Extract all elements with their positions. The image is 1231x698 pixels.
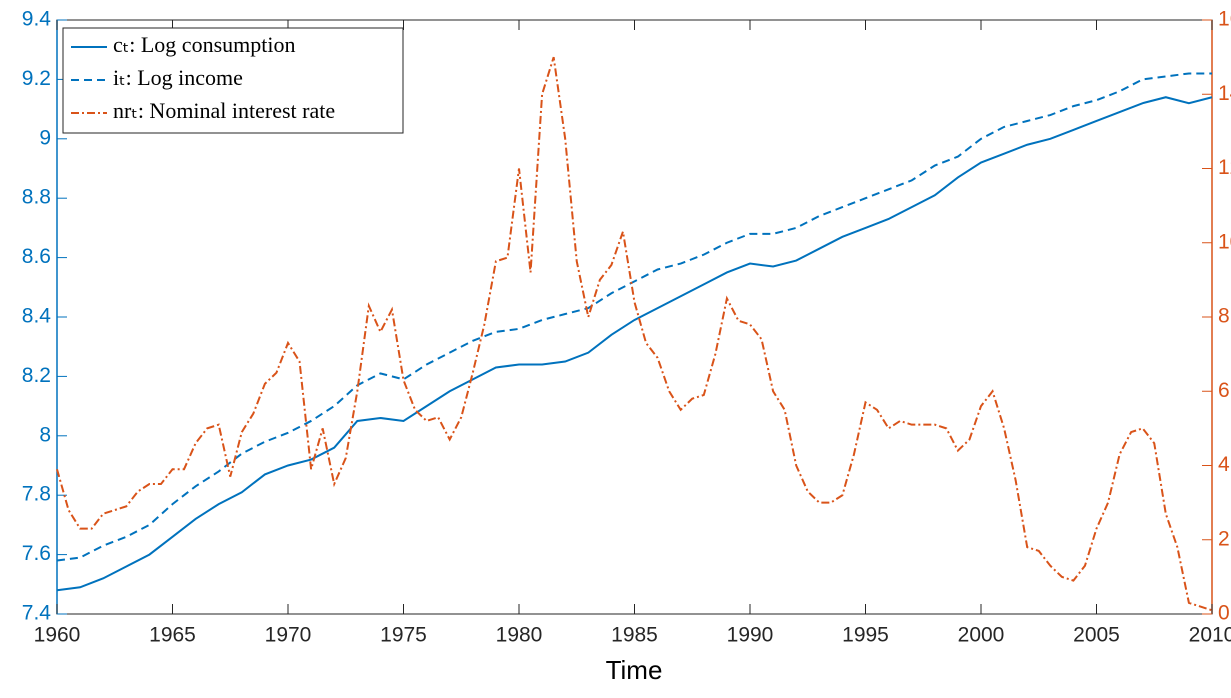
y2-tick-label: 0 [1218, 602, 1230, 625]
x-tick-label: 1975 [380, 624, 427, 647]
y2-tick-label: 8 [1218, 305, 1230, 328]
x-tick-label: 2000 [958, 624, 1005, 647]
y2-tick-label: 2 [1218, 527, 1230, 550]
x-tick-label: 1995 [842, 624, 889, 647]
y-tick-label: 9.2 [22, 67, 51, 90]
y-tick-label: 7.8 [22, 483, 51, 506]
y-tick-label: 9.4 [22, 8, 52, 31]
y-tick-label: 8.2 [22, 364, 51, 387]
legend-label: nrₜ: Nominal interest rate [113, 98, 335, 123]
series-line [56, 96, 1213, 592]
x-tick-label: 1960 [34, 624, 81, 647]
y-tick-label: 8.4 [22, 305, 52, 328]
y-tick-label: 7.4 [22, 602, 52, 625]
series-line [56, 72, 1212, 562]
x-axis-label: Time [606, 655, 663, 685]
y-tick-label: 8.8 [22, 186, 51, 209]
x-tick-label: 2005 [1073, 624, 1120, 647]
y2-tick-label: 14 [1218, 82, 1231, 105]
series-line [56, 56, 1213, 612]
x-tick-label: 1970 [265, 624, 312, 647]
y2-tick-label: 12 [1218, 156, 1231, 179]
legend-label: cₜ: Log consumption [113, 32, 295, 57]
y2-tick-label: 6 [1218, 379, 1230, 402]
y-tick-label: 8.6 [22, 245, 51, 268]
x-tick-label: 1980 [496, 624, 543, 647]
y-tick-label: 8 [39, 423, 51, 446]
y-tick-label: 9 [39, 126, 51, 149]
x-tick-label: 1965 [149, 624, 196, 647]
legend-box [62, 27, 404, 134]
y2-tick-label: 4 [1218, 453, 1230, 476]
x-tick-label: 1990 [727, 624, 774, 647]
x-tick-label: 2010 [1189, 624, 1231, 647]
y-tick-label: 7.6 [22, 542, 51, 565]
x-tick-label: 1985 [611, 624, 658, 647]
legend-label: iₜ: Log income [113, 65, 243, 90]
y2-tick-label: 10 [1218, 230, 1231, 253]
y2-tick-label: 16 [1218, 8, 1231, 31]
